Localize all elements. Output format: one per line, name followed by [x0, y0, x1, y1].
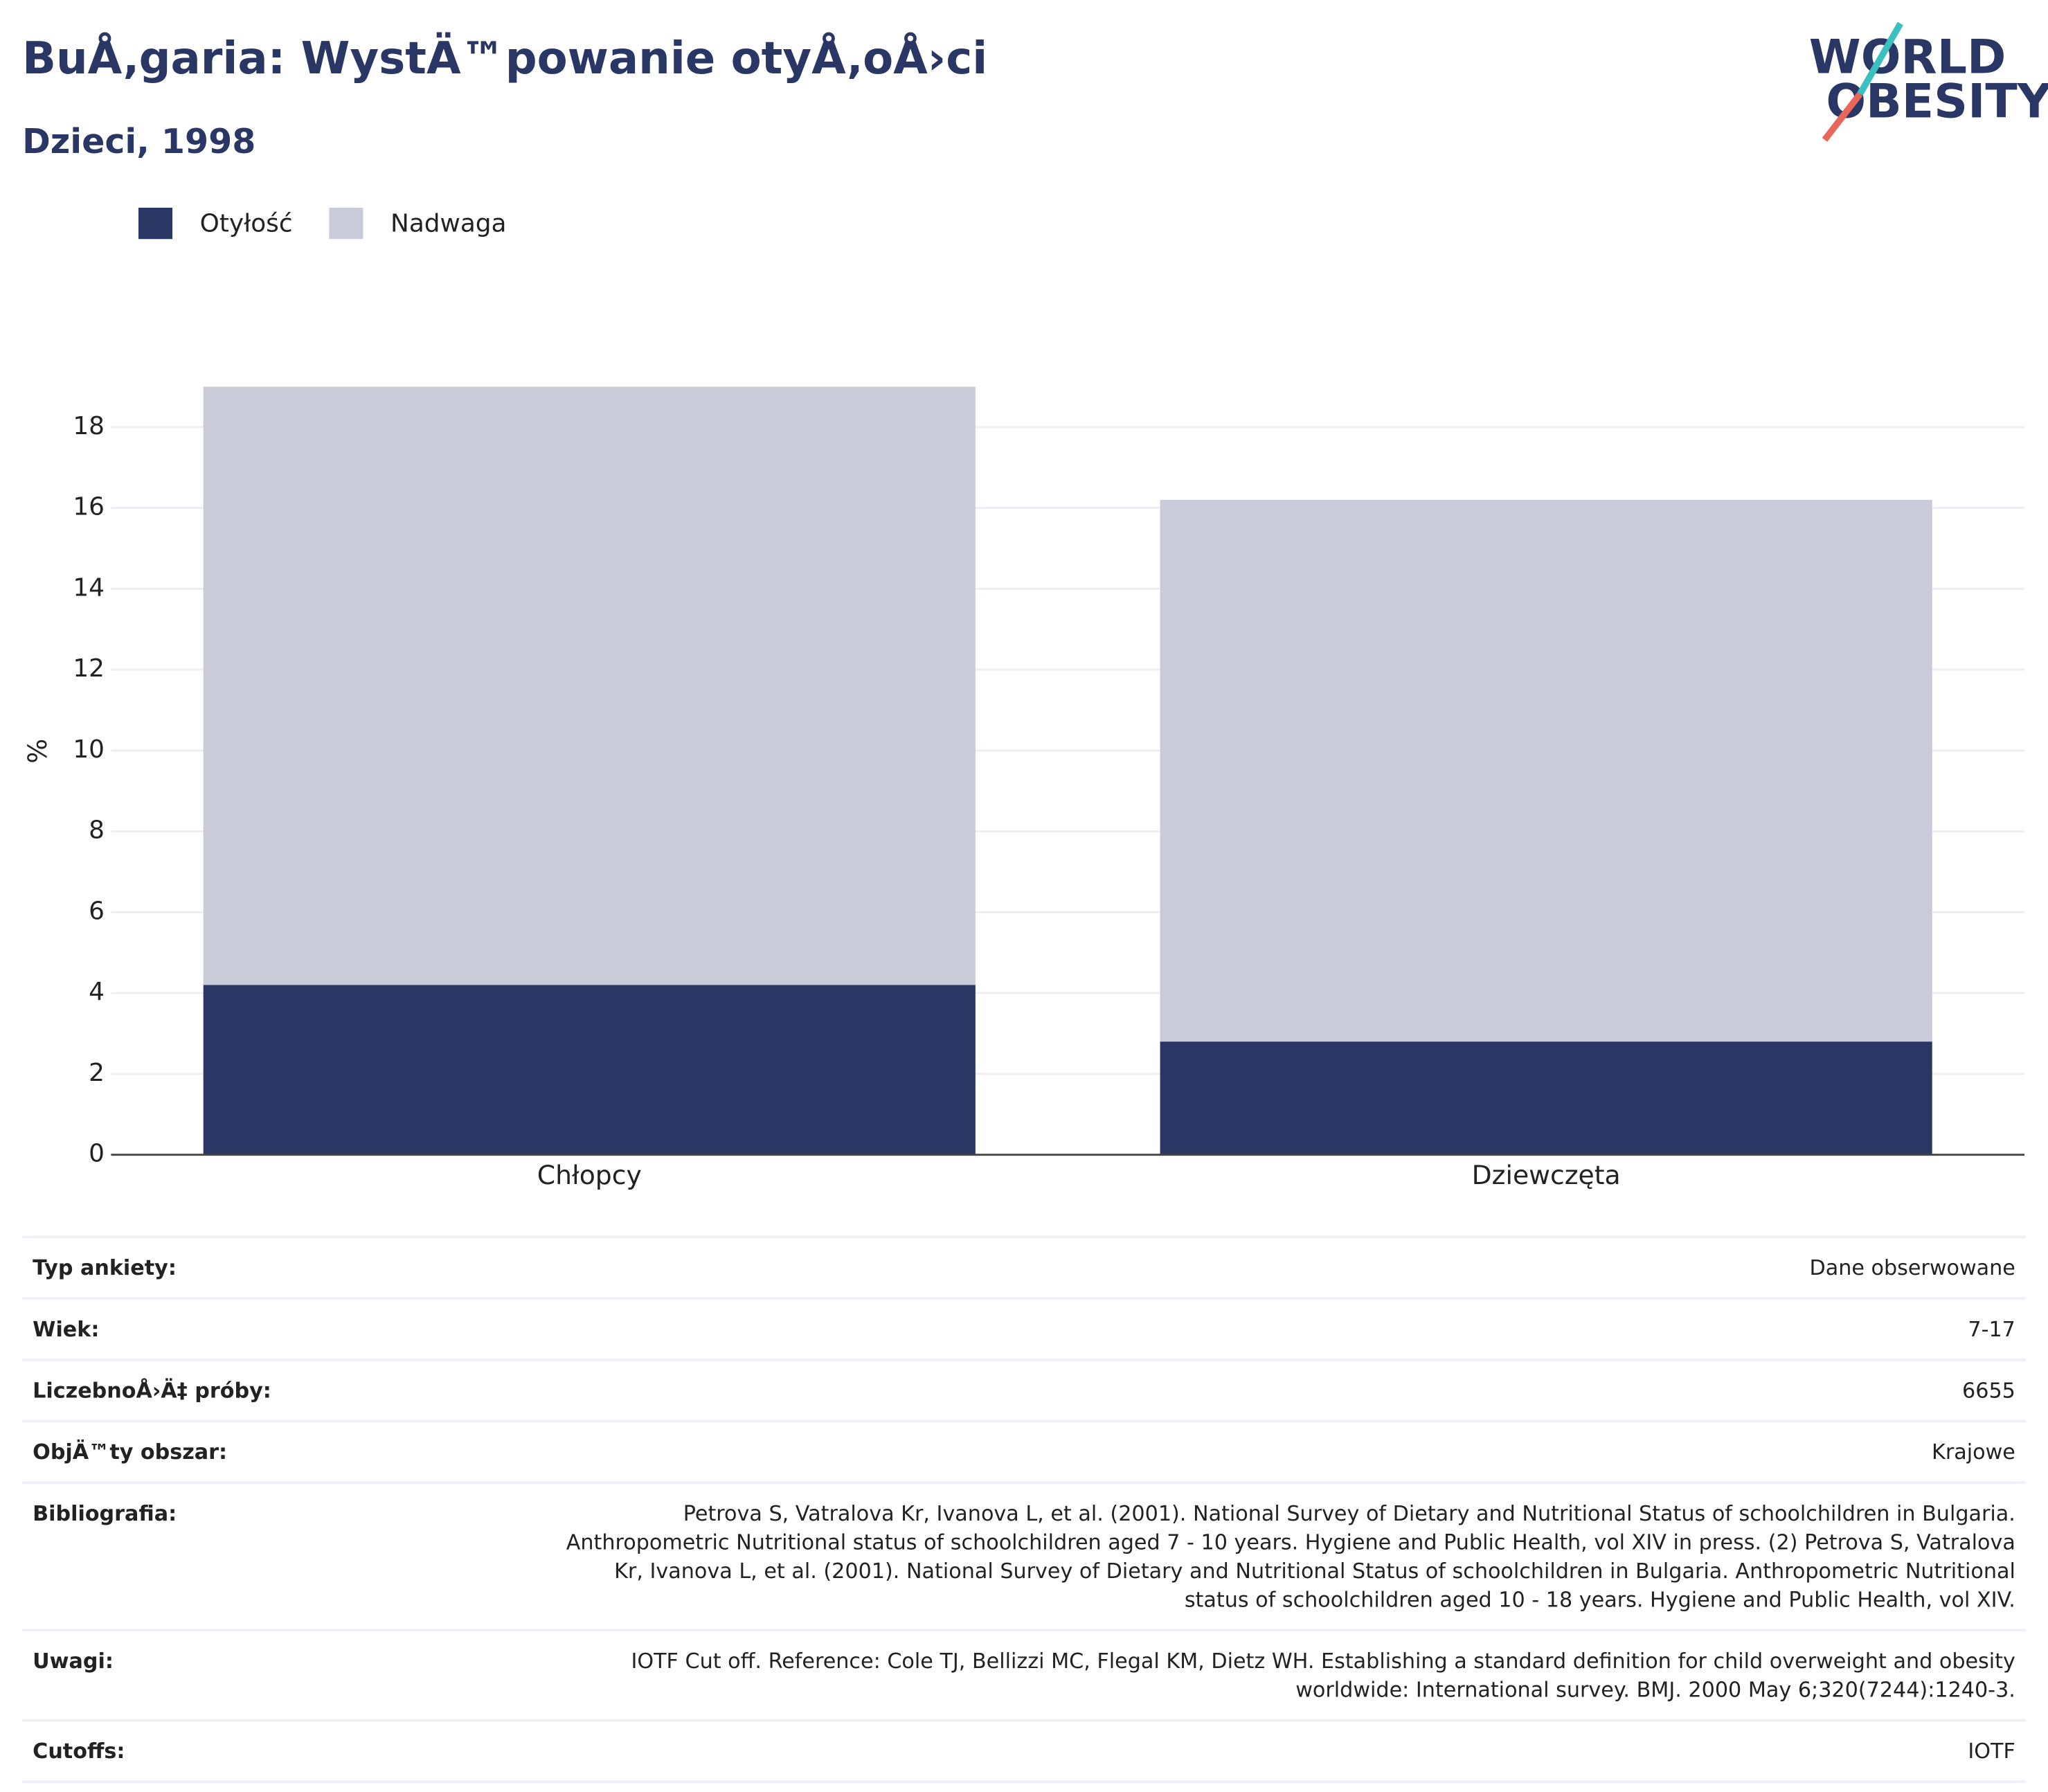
y-tick-label: 14 [73, 573, 105, 602]
bar-segment [203, 386, 976, 985]
y-tick-label: 16 [73, 493, 105, 521]
table-row: LiczebnoÅ›Ä‡ próby: 6655 [22, 1358, 2026, 1420]
chart: BuÅ‚garia: WystÄ™powanie otyÅ‚oÅ›ci Dzie… [22, 21, 2048, 1190]
table-row: Bibliografia: Petrova S, Vatralova Kr, Iv… [22, 1481, 2026, 1629]
table-value: Krajowe [1932, 1439, 2015, 1464]
table-value: Dane obserwowane [1809, 1255, 2015, 1280]
logo-text: OBESITY [1826, 74, 2048, 129]
logo-slash [1822, 91, 1863, 142]
table-value: IOTF Cut off. Reference: Cole TJ, Belliz… [631, 1648, 2015, 1703]
logo: WORLD OBESITY [1809, 21, 2048, 142]
info-table: Typ ankiety: Dane obserwowane Wiek: 7-17 Lic… [22, 1235, 2026, 1784]
table-row: Typ ankiety: Dane obserwowane [22, 1235, 2026, 1298]
bar-segment [1160, 499, 1932, 1042]
table-label: Wiek: [33, 1316, 100, 1342]
y-tick-label: 0 [89, 1140, 105, 1168]
table-label: LiczebnoÅ›Ä‡ próby: [33, 1378, 271, 1404]
y-tick-label: 10 [73, 735, 105, 764]
legend-label: Nadwaga [390, 209, 506, 238]
table-value: 7-17 [1968, 1316, 2015, 1342]
y-tick-label: 18 [73, 412, 105, 440]
table-label: ObjÄ™ty obszar: [33, 1439, 228, 1464]
table-label: Uwagi: [33, 1648, 114, 1674]
table-value: IOTF [1968, 1738, 2015, 1764]
table-row: Cutoffs: IOTF [22, 1719, 2026, 1784]
table-label: Cutoffs: [33, 1738, 125, 1764]
table-value: Petrova S, Vatralova Kr, Ivanova L, et a… [566, 1500, 2015, 1612]
y-tick-label: 8 [89, 816, 105, 845]
chart-subtitle: Dzieci, 1998 [22, 121, 255, 161]
logo-slash [1857, 21, 1903, 96]
table-row: Uwagi: IOTF Cut off. Reference: Cole TJ, … [22, 1629, 2026, 1719]
chart-title: BuÅ‚garia: WystÄ™powanie otyÅ‚oÅ›ci [22, 32, 987, 84]
legend-swatch [138, 207, 173, 240]
bar-segment [1160, 1041, 1932, 1155]
y-tick-label: 4 [89, 978, 105, 1006]
legend-label: Otyłość [200, 209, 293, 238]
bar-segment [203, 985, 976, 1155]
y-tick-label: 12 [73, 654, 105, 683]
table-row: ObjÄ™ty obszar: Krajowe [22, 1419, 2026, 1482]
table-label: Typ ankiety: [33, 1255, 177, 1280]
legend-swatch [329, 207, 363, 240]
x-tick-label: Chłopcy [537, 1160, 642, 1190]
logo-text: WORLD [1809, 30, 2006, 84]
y-axis-label: % [22, 739, 53, 764]
y-tick-label: 6 [89, 897, 105, 925]
y-tick-label: 2 [89, 1059, 105, 1087]
table-row: Wiek: 7-17 [22, 1297, 2026, 1359]
table-label: Bibliografia: [33, 1500, 177, 1526]
x-tick-label: Dziewczęta [1472, 1160, 1621, 1190]
table-value: 6655 [1962, 1378, 2015, 1404]
